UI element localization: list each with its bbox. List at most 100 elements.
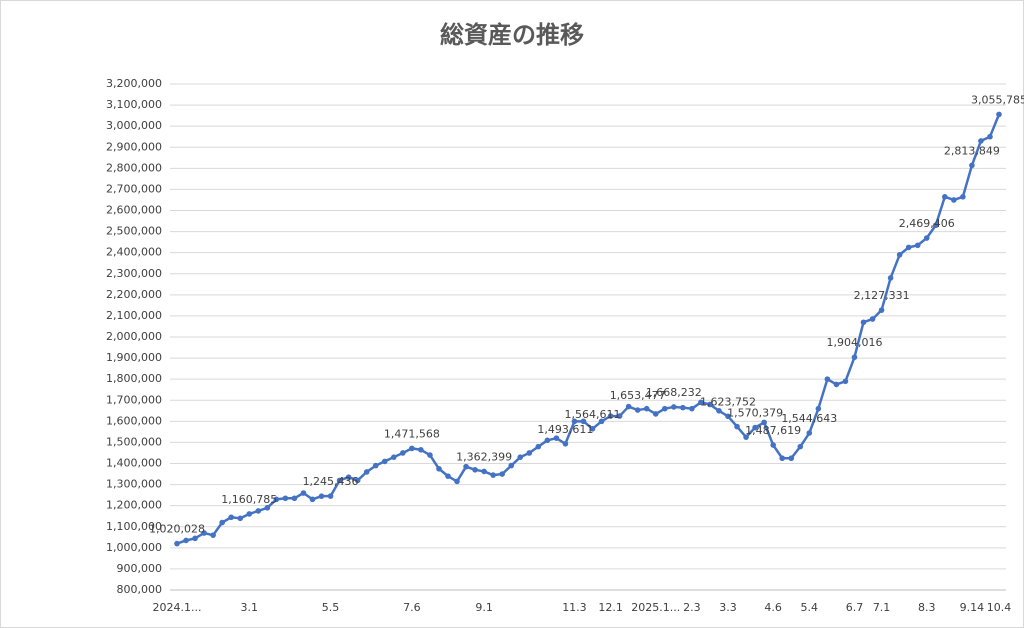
x-tick-label: 2.3 — [683, 601, 701, 614]
point — [309, 496, 316, 503]
y-tick-label: 1,600,000 — [106, 414, 162, 427]
point — [390, 454, 397, 460]
x-tick-label: 7.6 — [403, 601, 421, 614]
point — [210, 532, 216, 538]
point — [689, 405, 695, 412]
y-tick-label: 3,200,000 — [106, 77, 162, 90]
point — [219, 519, 225, 526]
point — [671, 404, 677, 410]
point — [562, 440, 569, 447]
point — [815, 405, 822, 412]
point — [454, 478, 460, 485]
point — [264, 504, 271, 511]
point — [535, 443, 542, 450]
point — [725, 413, 731, 420]
chart-title: 総資産の推移 — [440, 21, 584, 49]
point — [246, 511, 253, 517]
point — [978, 138, 984, 144]
point — [661, 405, 668, 412]
x-tick-label: 7.1 — [873, 601, 891, 614]
point — [652, 411, 659, 417]
point — [634, 407, 641, 413]
data-label: 2,469,406 — [899, 217, 955, 230]
point — [228, 514, 234, 521]
point — [869, 316, 876, 322]
point — [797, 443, 804, 450]
data-label: 1,471,568 — [384, 427, 440, 440]
point — [553, 435, 560, 442]
y-tick-label: 2,600,000 — [106, 204, 162, 217]
x-tick-label: 5.5 — [322, 601, 340, 614]
point — [598, 418, 605, 425]
point — [318, 493, 325, 499]
point — [987, 133, 993, 140]
point — [942, 193, 948, 200]
point — [752, 424, 758, 431]
x-tick-label: 11.3 — [562, 601, 587, 614]
point — [327, 493, 334, 499]
data-label: 1,493,611 — [537, 423, 593, 436]
data-label: 1,668,232 — [646, 386, 702, 399]
point — [463, 463, 469, 470]
data-label: 2,127,331 — [854, 289, 910, 302]
point — [237, 515, 244, 522]
point — [481, 468, 487, 475]
point — [354, 477, 361, 484]
point — [860, 319, 867, 326]
y-tick-label: 1,000,000 — [106, 541, 162, 554]
data-label: 1,245,436 — [303, 475, 359, 488]
x-tick-label: 12.1 — [598, 601, 623, 614]
y-tick-label: 2,400,000 — [106, 246, 162, 259]
y-tick-label: 1,500,000 — [106, 435, 162, 448]
point — [932, 222, 939, 229]
point — [824, 376, 831, 382]
point — [255, 508, 262, 514]
point — [282, 495, 289, 502]
point — [743, 434, 749, 440]
point — [960, 193, 966, 200]
data-label: 1,904,016 — [826, 336, 882, 349]
x-tick-label: 2024.1... — [153, 601, 202, 614]
data-label: 1,020,028 — [149, 523, 205, 536]
x-tick-label: 9.1 — [475, 601, 493, 614]
point — [381, 458, 388, 465]
point — [887, 275, 894, 281]
point — [833, 381, 840, 388]
point — [192, 535, 198, 542]
point — [761, 419, 767, 426]
y-tick-label: 2,500,000 — [106, 225, 162, 238]
data-label: 1,362,399 — [456, 450, 512, 463]
y-tick-label: 2,000,000 — [106, 330, 162, 343]
data-label: 1,487,619 — [745, 424, 801, 437]
point — [580, 418, 587, 425]
point — [174, 540, 180, 547]
point — [788, 455, 795, 462]
point — [427, 452, 433, 458]
point — [625, 403, 632, 410]
point — [643, 405, 650, 412]
y-tick-label: 1,200,000 — [106, 499, 162, 512]
x-tick-label: 9.14 — [960, 601, 985, 614]
y-tick-label: 2,900,000 — [106, 140, 162, 153]
point — [716, 407, 722, 414]
x-tick-label: 3.1 — [241, 601, 259, 614]
point — [806, 430, 813, 436]
data-label: 2,813,849 — [944, 144, 1000, 157]
point — [363, 469, 370, 475]
point — [472, 467, 478, 473]
y-tick-label: 1,900,000 — [106, 351, 162, 364]
point — [951, 197, 957, 203]
data-label: 1,160,785 — [221, 493, 277, 506]
point — [996, 111, 1002, 118]
point — [707, 401, 713, 408]
x-tick-label: 10.4 — [987, 601, 1012, 614]
y-tick-label: 2,100,000 — [106, 309, 162, 322]
y-tick-label: 3,100,000 — [106, 98, 162, 111]
x-tick-label: 5.4 — [801, 601, 819, 614]
point — [571, 418, 578, 425]
point — [418, 446, 424, 453]
point — [969, 162, 975, 169]
point — [201, 530, 207, 536]
point — [409, 445, 415, 452]
